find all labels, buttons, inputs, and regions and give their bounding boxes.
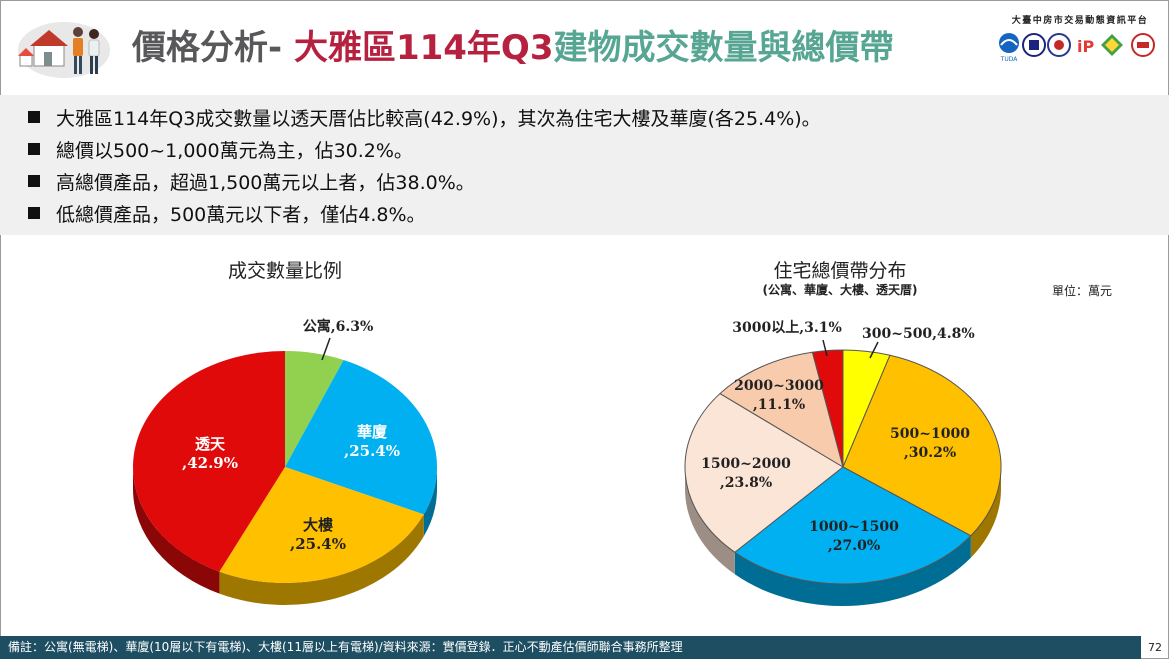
unit-label: 單位：萬元	[1052, 284, 1113, 298]
pie-slice-1	[285, 359, 437, 515]
leader-line-0	[869, 341, 879, 359]
pie-labels: 公寓,6.3%華廈,25.4%大樓,25.4%透天,42.9%	[182, 318, 400, 553]
bullet-item: 大雅區114年Q3成交數量以透天厝佔比較高(42.9%)，其次為住宅大樓及華廈(…	[28, 101, 1169, 133]
left-chart-title: 成交數量比例	[227, 260, 342, 282]
pie-value-3: ,42.9%	[182, 454, 238, 472]
pie-slice-0	[285, 351, 344, 467]
bullet-square-icon	[28, 143, 40, 155]
pie-value-2: ,25.4%	[290, 535, 346, 553]
pie-label-0: 公寓,6.3%	[303, 318, 374, 335]
pie-slice-1	[842, 354, 1002, 537]
pie-labels: 300~500,4.8% 500~1000 ,30.2% 1000~1500 ,27.0…	[701, 320, 975, 554]
pie-side-walls	[133, 467, 437, 605]
title-district: 大雅區114年Q3	[293, 28, 554, 68]
pie-slice-3	[684, 392, 844, 553]
title-topic: 建物成交數量與總價帶	[553, 28, 894, 68]
pie-slice-3	[133, 350, 285, 572]
bullet-text: 總價以500~1,000萬元為主，佔30.2%。	[56, 139, 413, 162]
pie-side-3	[133, 467, 220, 594]
seal-logo	[1047, 33, 1071, 57]
right-chart-subtitle: (公寓、華廈、大樓、透天厝)	[762, 283, 918, 297]
bullet-square-icon	[28, 111, 40, 123]
partner-logos: TUDA iP	[999, 33, 1155, 63]
right-chart-title: 住宅總價帶分布	[773, 260, 907, 282]
bullet-text: 低總價產品，500萬元以下者，僅佔4.8%。	[56, 203, 426, 226]
pie-slice-2	[734, 466, 972, 585]
pie-label-2: 1000~1500	[809, 519, 899, 535]
pie-side-walls	[685, 467, 1001, 606]
footer-note: 備註：公寓(無電梯)、華廈(10層以下有電梯)、大樓(11層以上有電梯)/資料來…	[0, 636, 1141, 659]
bullet-item: 總價以500~1,000萬元為主，佔30.2%。	[28, 133, 1169, 165]
tuda-caption: TUDA	[1000, 56, 1019, 63]
pie-value-3: ,23.8%	[720, 475, 772, 491]
pie-top-faces	[133, 350, 437, 583]
header: 價格分析- 大雅區114年Q3建物成交數量與總價帶 大臺中房市交易動態資訊平台 …	[0, 0, 1169, 88]
pie-slice-2	[219, 467, 424, 583]
pie-label-1: 500~1000	[890, 426, 970, 442]
ip-logo: iP	[1076, 35, 1098, 56]
pie-slice-4	[719, 351, 844, 469]
pie-value-4: ,11.1%	[753, 397, 805, 413]
pie-value-2: ,27.0%	[828, 538, 880, 554]
tuda-logo: TUDA	[999, 33, 1019, 63]
pie-value-1: ,30.2%	[904, 445, 956, 461]
pie-side-1	[970, 467, 1001, 558]
pie-label-4: 2000~3000	[734, 378, 824, 394]
shield-logo	[1131, 33, 1155, 57]
pie-label-5: 3000以上,3.1%	[732, 320, 842, 336]
summary-bullets: 大雅區114年Q3成交數量以透天厝佔比較高(42.9%)，其次為住宅大樓及華廈(…	[0, 95, 1169, 235]
bullet-text: 高總價產品，超過1,500萬元以上者，佔38.0%。	[56, 171, 475, 194]
pie-value-1: ,25.4%	[344, 442, 400, 460]
bullet-item: 低總價產品，500萬元以下者，僅佔4.8%。	[28, 197, 1169, 229]
bullet-square-icon	[28, 207, 40, 219]
pie-top-faces	[684, 349, 1002, 585]
pie-label-0: 300~500,4.8%	[862, 326, 975, 342]
diamond-logo	[1101, 34, 1123, 56]
bullet-square-icon	[28, 175, 40, 187]
pie-side-1	[423, 467, 437, 537]
pie-slice-5	[811, 349, 844, 468]
bullet-text: 大雅區114年Q3成交數量以透天厝佔比較高(42.9%)，其次為住宅大樓及華廈(…	[56, 107, 821, 130]
title-prefix: 價格分析-	[132, 28, 294, 68]
pie-label-3: 透天	[195, 435, 226, 453]
org-name: 大臺中房市交易動態資訊平台	[1011, 16, 1149, 26]
pie-side-2	[219, 514, 424, 605]
page-number: 72	[1148, 641, 1162, 654]
leader-line-5	[822, 339, 828, 357]
bullet-item: 高總價產品，超過1,500萬元以上者，佔38.0%。	[28, 165, 1169, 197]
pie-side-2	[734, 535, 971, 606]
pie-label-2: 大樓	[303, 516, 333, 534]
pie-label-3: 1500~2000	[701, 456, 791, 472]
pie-label-1: 華廈	[357, 423, 387, 441]
leader-line-0	[321, 337, 331, 361]
page-title: 價格分析- 大雅區114年Q3建物成交數量與總價帶	[132, 20, 894, 70]
svg-text:iP: iP	[1077, 37, 1094, 56]
house-people-illustration	[18, 22, 110, 78]
building-logo	[1022, 33, 1046, 57]
pie-side-3	[685, 467, 735, 575]
